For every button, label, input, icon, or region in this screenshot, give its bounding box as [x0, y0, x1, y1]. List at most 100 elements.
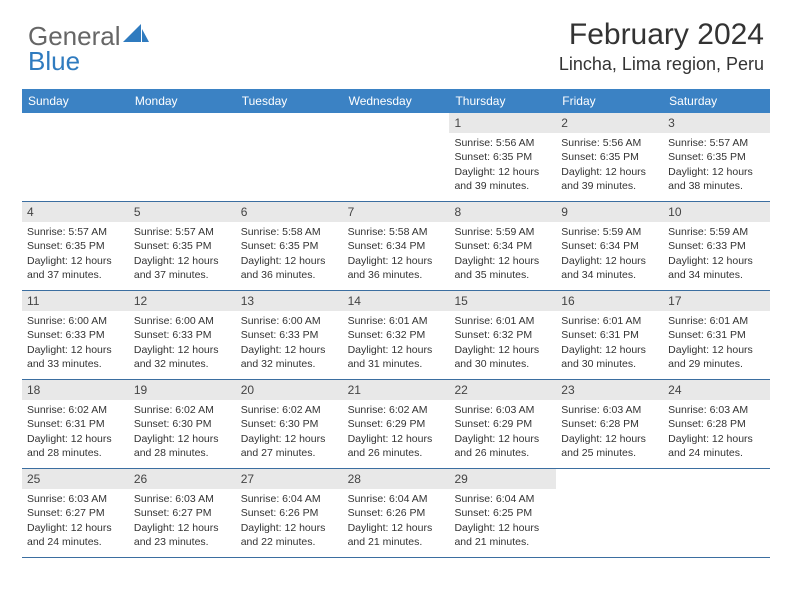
day-cell-empty	[663, 469, 770, 557]
month-title: February 2024	[559, 18, 764, 52]
day-cell: 19Sunrise: 6:02 AMSunset: 6:30 PMDayligh…	[129, 380, 236, 468]
day-cell: 11Sunrise: 6:00 AMSunset: 6:33 PMDayligh…	[22, 291, 129, 379]
day-cell-empty	[236, 113, 343, 201]
day-cell: 21Sunrise: 6:02 AMSunset: 6:29 PMDayligh…	[343, 380, 450, 468]
daylight-line-1: Daylight: 12 hours	[561, 432, 658, 446]
sunrise-line: Sunrise: 5:56 AM	[454, 136, 551, 150]
daylight-line-1: Daylight: 12 hours	[561, 254, 658, 268]
daylight-line-2: and 29 minutes.	[668, 357, 765, 371]
day-header: Sunday	[22, 89, 129, 113]
sunset-line: Sunset: 6:34 PM	[348, 239, 445, 253]
daylight-line-1: Daylight: 12 hours	[668, 254, 765, 268]
sunrise-line: Sunrise: 5:56 AM	[561, 136, 658, 150]
day-header: Friday	[556, 89, 663, 113]
sunset-line: Sunset: 6:32 PM	[348, 328, 445, 342]
sunrise-line: Sunrise: 6:01 AM	[454, 314, 551, 328]
daylight-line-2: and 37 minutes.	[27, 268, 124, 282]
sunrise-line: Sunrise: 5:59 AM	[668, 225, 765, 239]
daylight-line-1: Daylight: 12 hours	[134, 343, 231, 357]
day-number: 11	[22, 291, 129, 311]
sunset-line: Sunset: 6:31 PM	[27, 417, 124, 431]
daylight-line-1: Daylight: 12 hours	[348, 432, 445, 446]
daylight-line-2: and 34 minutes.	[561, 268, 658, 282]
day-cell: 9Sunrise: 5:59 AMSunset: 6:34 PMDaylight…	[556, 202, 663, 290]
day-number: 20	[236, 380, 343, 400]
day-number: 12	[129, 291, 236, 311]
daylight-line-2: and 26 minutes.	[454, 446, 551, 460]
day-cell: 29Sunrise: 6:04 AMSunset: 6:25 PMDayligh…	[449, 469, 556, 557]
daylight-line-2: and 39 minutes.	[454, 179, 551, 193]
daylight-line-2: and 25 minutes.	[561, 446, 658, 460]
day-cell: 14Sunrise: 6:01 AMSunset: 6:32 PMDayligh…	[343, 291, 450, 379]
day-number: 2	[556, 113, 663, 133]
logo-word-blue-wrap: Blue	[28, 46, 80, 77]
sunset-line: Sunset: 6:35 PM	[241, 239, 338, 253]
day-header: Thursday	[449, 89, 556, 113]
sunset-line: Sunset: 6:26 PM	[348, 506, 445, 520]
day-cell: 16Sunrise: 6:01 AMSunset: 6:31 PMDayligh…	[556, 291, 663, 379]
day-cell: 7Sunrise: 5:58 AMSunset: 6:34 PMDaylight…	[343, 202, 450, 290]
daylight-line-2: and 35 minutes.	[454, 268, 551, 282]
daylight-line-1: Daylight: 12 hours	[27, 254, 124, 268]
daylight-line-1: Daylight: 12 hours	[348, 343, 445, 357]
day-cell: 22Sunrise: 6:03 AMSunset: 6:29 PMDayligh…	[449, 380, 556, 468]
day-number: 19	[129, 380, 236, 400]
sunset-line: Sunset: 6:30 PM	[241, 417, 338, 431]
sunrise-line: Sunrise: 6:03 AM	[561, 403, 658, 417]
day-cell: 1Sunrise: 5:56 AMSunset: 6:35 PMDaylight…	[449, 113, 556, 201]
daylight-line-2: and 31 minutes.	[348, 357, 445, 371]
daylight-line-2: and 23 minutes.	[134, 535, 231, 549]
sunset-line: Sunset: 6:30 PM	[134, 417, 231, 431]
daylight-line-1: Daylight: 12 hours	[27, 521, 124, 535]
calendar-grid: SundayMondayTuesdayWednesdayThursdayFrid…	[22, 89, 770, 558]
week-row: 4 Sunrise: 5:57 AM Sunset: 6:35 PM Daylight…	[22, 202, 770, 291]
location-subtitle: Lincha, Lima region, Peru	[559, 54, 764, 75]
sunset-line: Sunset: 6:25 PM	[454, 506, 551, 520]
daylight-line-1: Daylight: 12 hours	[668, 165, 765, 179]
sunrise-line: Sunrise: 5:59 AM	[454, 225, 551, 239]
sunrise-line: Sunrise: 5:58 AM	[241, 225, 338, 239]
sunrise-line: Sunrise: 6:04 AM	[241, 492, 338, 506]
day-number: 24	[663, 380, 770, 400]
daylight-line-1: Daylight: 12 hours	[454, 165, 551, 179]
sunset-line: Sunset: 6:33 PM	[668, 239, 765, 253]
sunset-line: Sunset: 6:35 PM	[561, 150, 658, 164]
daylight-line-1: Daylight: 12 hours	[668, 343, 765, 357]
sunset-line: Sunset: 6:32 PM	[454, 328, 551, 342]
sunrise-line: Sunrise: 6:04 AM	[348, 492, 445, 506]
day-number: 1	[449, 113, 556, 133]
day-number: 7	[343, 202, 450, 222]
sunset-line: Sunset: 6:28 PM	[561, 417, 658, 431]
sunrise-line: Sunrise: 6:03 AM	[668, 403, 765, 417]
sunrise-line: Sunrise: 6:02 AM	[241, 403, 338, 417]
day-header: Saturday	[663, 89, 770, 113]
day-number: 15	[449, 291, 556, 311]
day-cell: 18Sunrise: 6:02 AMSunset: 6:31 PMDayligh…	[22, 380, 129, 468]
sunset-line: Sunset: 6:27 PM	[134, 506, 231, 520]
sunrise-line: Sunrise: 6:00 AM	[241, 314, 338, 328]
sunrise-line: Sunrise: 6:02 AM	[134, 403, 231, 417]
day-cell: 27Sunrise: 6:04 AMSunset: 6:26 PMDayligh…	[236, 469, 343, 557]
daylight-line-2: and 37 minutes.	[134, 268, 231, 282]
day-number: 4	[22, 202, 129, 222]
day-number: 10	[663, 202, 770, 222]
daylight-line-2: and 38 minutes.	[668, 179, 765, 193]
day-cell: 28Sunrise: 6:04 AMSunset: 6:26 PMDayligh…	[343, 469, 450, 557]
sunrise-line: Sunrise: 5:57 AM	[27, 225, 124, 239]
day-cell: 23Sunrise: 6:03 AMSunset: 6:28 PMDayligh…	[556, 380, 663, 468]
sunset-line: Sunset: 6:31 PM	[561, 328, 658, 342]
daylight-line-1: Daylight: 12 hours	[454, 432, 551, 446]
daylight-line-1: Daylight: 12 hours	[241, 343, 338, 357]
day-number: 6	[236, 202, 343, 222]
day-cell: 26Sunrise: 6:03 AMSunset: 6:27 PMDayligh…	[129, 469, 236, 557]
day-header: Wednesday	[343, 89, 450, 113]
daylight-line-2: and 21 minutes.	[454, 535, 551, 549]
sunrise-line: Sunrise: 5:59 AM	[561, 225, 658, 239]
daylight-line-1: Daylight: 12 hours	[241, 521, 338, 535]
day-cell: 4Sunrise: 5:57 AMSunset: 6:35 PMDaylight…	[22, 202, 129, 290]
daylight-line-2: and 34 minutes.	[668, 268, 765, 282]
daylight-line-2: and 27 minutes.	[241, 446, 338, 460]
daylight-line-2: and 26 minutes.	[348, 446, 445, 460]
daylight-line-2: and 22 minutes.	[241, 535, 338, 549]
sunrise-line: Sunrise: 6:04 AM	[454, 492, 551, 506]
